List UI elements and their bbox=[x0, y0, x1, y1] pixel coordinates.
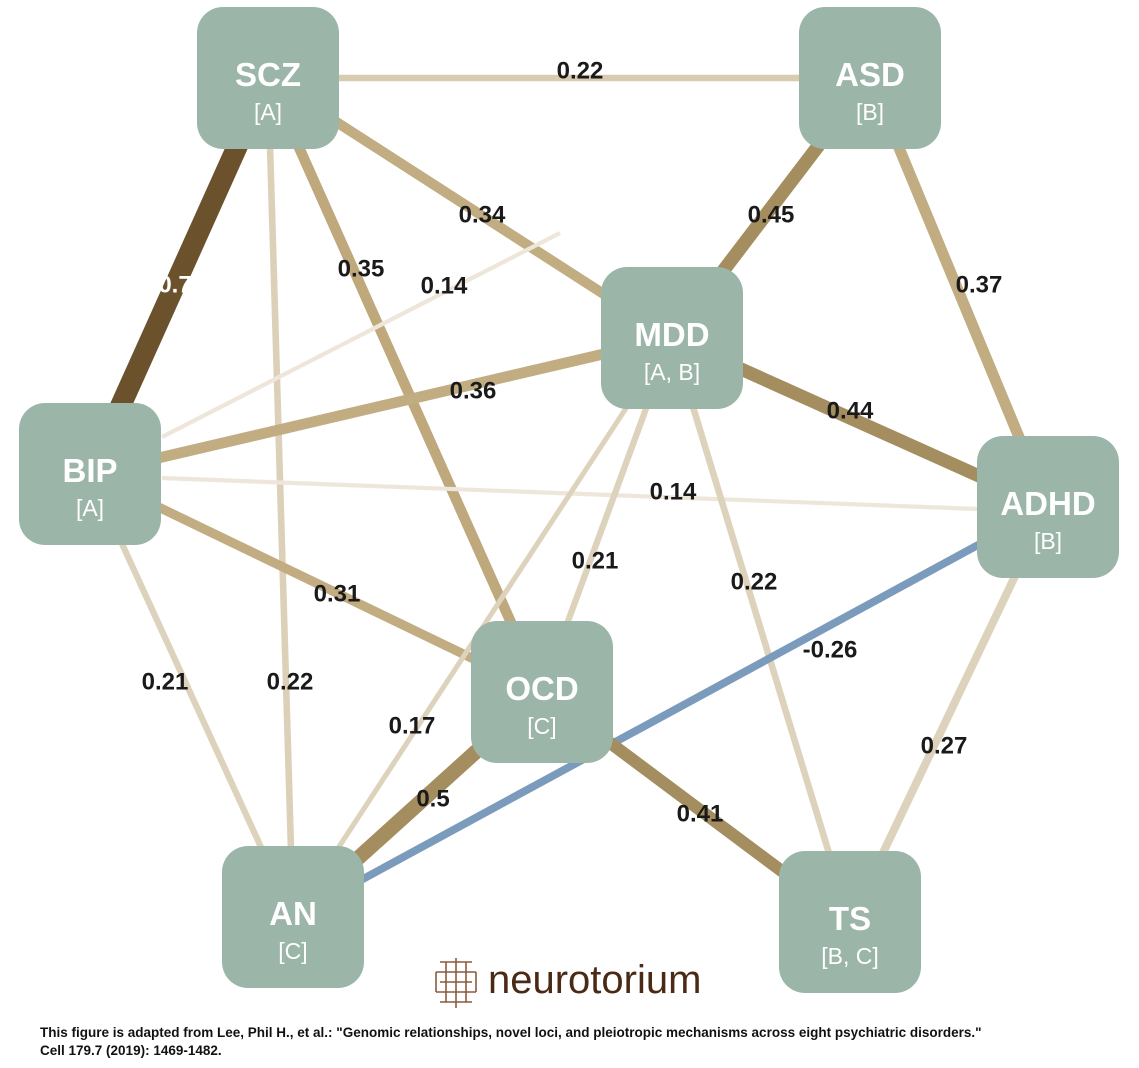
edge-label-mdd-ocd: 0.21 bbox=[572, 547, 619, 574]
citation-line-1: This figure is adapted from Lee, Phil H.… bbox=[40, 1025, 982, 1040]
edge-adhd-an bbox=[291, 503, 1050, 921]
edge-label-bip-mdd: 0.36 bbox=[450, 377, 497, 404]
citation: This figure is adapted from Lee, Phil H.… bbox=[40, 1024, 1120, 1060]
node-name-bip: BIP bbox=[62, 452, 117, 489]
nodes-layer: SCZ [A] ASD [B] MDD [A, B] BIP [A] ADHD [B] OCD [C]… bbox=[19, 7, 1119, 993]
node-name-scz: SCZ bbox=[235, 56, 301, 93]
node-group-adhd: [B] bbox=[1034, 528, 1062, 554]
edge-scz-an bbox=[264, 77, 297, 918]
neurotorium-logo: neurotorium bbox=[435, 958, 701, 1008]
node-group-mdd: [A, B] bbox=[644, 359, 700, 385]
edge-label-adhd-ts: 0.27 bbox=[921, 732, 968, 759]
node-scz: SCZ [A] bbox=[197, 7, 339, 149]
node-group-ocd: [C] bbox=[527, 713, 556, 739]
edge-label-scz-bip: 0.7 bbox=[158, 271, 191, 298]
edge-bip-an bbox=[87, 472, 296, 919]
edge-label-asd-mdd: 0.45 bbox=[748, 201, 795, 228]
node-name-an: AN bbox=[269, 895, 317, 932]
edge-bip-asd bbox=[161, 231, 561, 439]
node-name-ocd: OCD bbox=[505, 670, 578, 707]
neurotorium-logo-text: neurotorium bbox=[488, 958, 701, 1002]
edge-label-bip-an: 0.21 bbox=[142, 668, 189, 695]
node-an: AN [C] bbox=[222, 846, 364, 988]
edge-label-ocd-ts: 0.41 bbox=[677, 800, 724, 827]
node-adhd: ADHD [B] bbox=[977, 436, 1119, 578]
node-group-ts: [B, C] bbox=[821, 943, 879, 969]
node-group-asd: [B] bbox=[856, 99, 884, 125]
node-ocd: OCD [C] bbox=[471, 621, 613, 763]
edge-label-bip-ocd: 0.31 bbox=[314, 580, 361, 607]
node-mdd: MDD [A, B] bbox=[601, 267, 743, 409]
edge-mdd-ts bbox=[668, 337, 854, 923]
edge-label-mdd-ts: 0.22 bbox=[731, 568, 778, 595]
node-bip: BIP [A] bbox=[19, 403, 161, 545]
node-ts: TS [B, C] bbox=[779, 851, 921, 993]
neurotorium-logo-icon bbox=[435, 958, 477, 1008]
node-name-asd: ASD bbox=[835, 56, 905, 93]
node-box-an bbox=[222, 846, 364, 988]
edge-label-bip-adhd: 0.14 bbox=[650, 478, 697, 505]
node-group-an: [C] bbox=[278, 938, 307, 964]
node-box-bip bbox=[19, 403, 161, 545]
edge-label-bip-asd: 0.14 bbox=[421, 272, 468, 299]
edge-asd-adhd bbox=[864, 75, 1054, 510]
edge-label-scz-mdd: 0.34 bbox=[459, 201, 506, 228]
node-group-scz: [A] bbox=[254, 99, 282, 125]
node-asd: ASD [B] bbox=[799, 7, 941, 149]
node-group-bip: [A] bbox=[76, 495, 104, 521]
citation-line-2: Cell 179.7 (2019): 1469-1482. bbox=[40, 1043, 222, 1058]
node-box-ts bbox=[779, 851, 921, 993]
edge-label-mdd-adhd: 0.44 bbox=[827, 397, 874, 424]
edge-label-scz-asd: 0.22 bbox=[557, 57, 604, 84]
edge-label-adhd-an: -0.26 bbox=[803, 636, 858, 663]
node-box-scz bbox=[197, 7, 339, 149]
edge-label-scz-an: 0.22 bbox=[267, 668, 314, 695]
node-box-mdd bbox=[601, 267, 743, 409]
node-name-adhd: ADHD bbox=[1000, 485, 1095, 522]
edge-label-mdd-an: 0.17 bbox=[389, 712, 436, 739]
node-name-ts: TS bbox=[829, 900, 871, 937]
edges-layer bbox=[80, 73, 1054, 927]
node-name-mdd: MDD bbox=[634, 316, 709, 353]
edge-scz-ocd bbox=[263, 75, 547, 695]
node-box-ocd bbox=[471, 621, 613, 763]
node-box-adhd bbox=[977, 436, 1119, 578]
node-box-asd bbox=[799, 7, 941, 149]
edge-label-scz-ocd: 0.35 bbox=[338, 255, 385, 282]
edge-labels-layer: 0.22 0.7 0.34 0.35 0.22 0.45 0.37 0.36 0.14 0.14 0… bbox=[142, 57, 1003, 827]
edge-bip-mdd bbox=[88, 332, 674, 480]
edge-label-ocd-an: 0.5 bbox=[416, 785, 449, 812]
edge-label-asd-adhd: 0.37 bbox=[956, 271, 1003, 298]
